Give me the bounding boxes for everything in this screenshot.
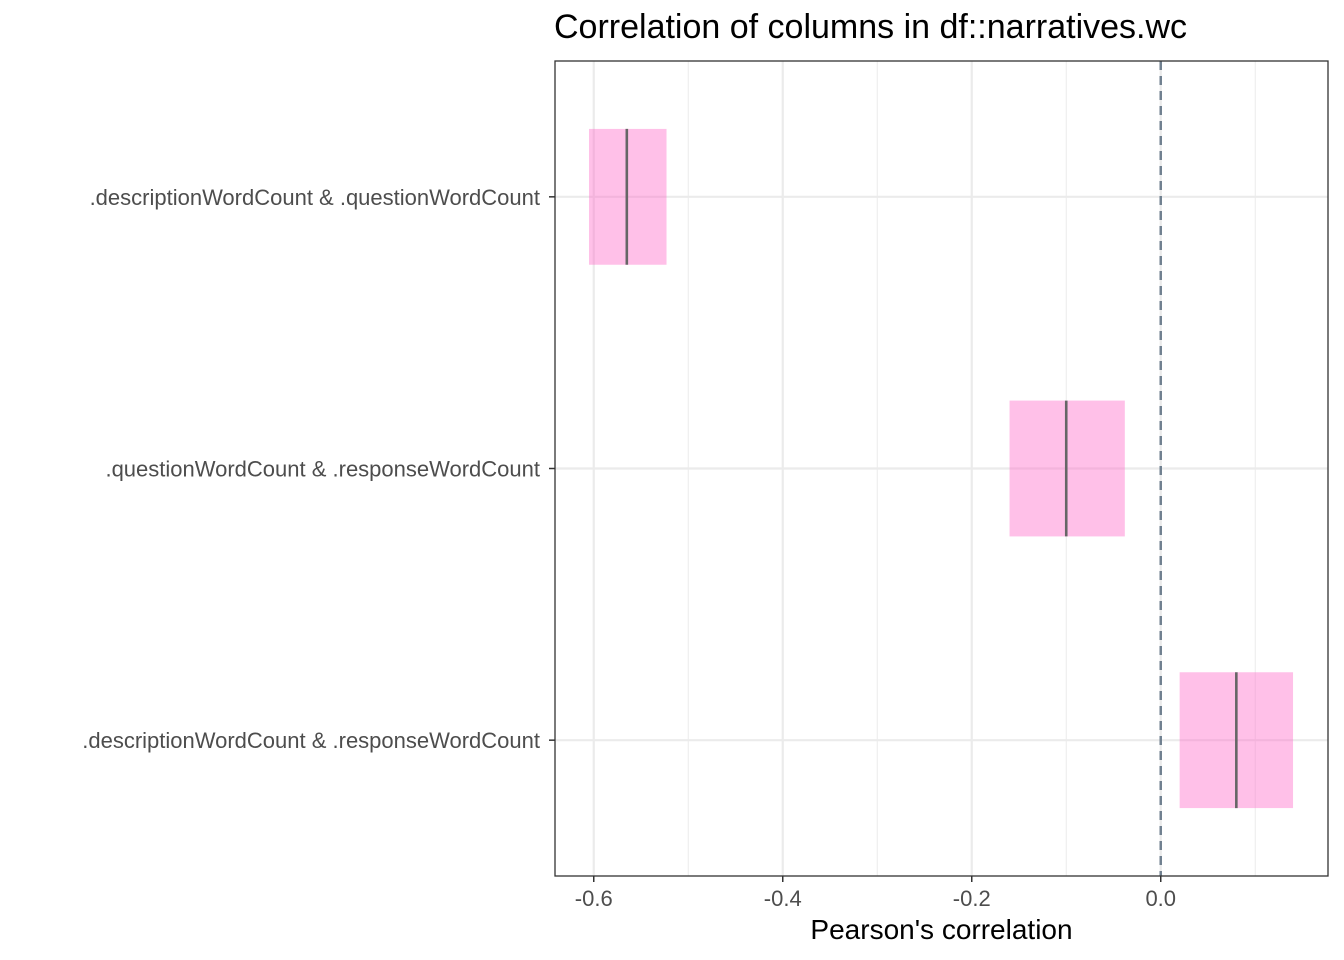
x-axis: -0.6 -0.4 -0.2 0.0 [575, 876, 1176, 911]
x-axis-title: Pearson's correlation [810, 914, 1072, 945]
x-tick-label: -0.6 [575, 886, 613, 911]
chart-title: Correlation of columns in df::narratives… [554, 8, 1187, 46]
x-tick-label: -0.4 [764, 886, 802, 911]
crossbar-layer [589, 128, 1294, 809]
y-tick-label: .descriptionWordCount & .questionWordCou… [90, 185, 540, 210]
x-tick-label: 0.0 [1145, 886, 1176, 911]
y-tick-label: .questionWordCount & .responseWordCount [105, 457, 540, 482]
y-axis: .descriptionWordCount & .questionWordCou… [82, 185, 555, 753]
grid-layer [555, 61, 1328, 876]
y-tick-label: .descriptionWordCount & .responseWordCou… [82, 728, 540, 753]
x-tick-label: -0.2 [953, 886, 991, 911]
